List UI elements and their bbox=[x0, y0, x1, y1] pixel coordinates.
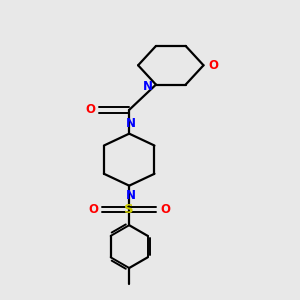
Text: N: N bbox=[126, 189, 136, 202]
Text: N: N bbox=[126, 117, 136, 130]
Text: O: O bbox=[208, 59, 218, 72]
Text: O: O bbox=[88, 203, 98, 216]
Text: S: S bbox=[124, 203, 134, 216]
Text: N: N bbox=[143, 80, 153, 93]
Text: O: O bbox=[160, 203, 170, 216]
Text: O: O bbox=[85, 103, 95, 116]
